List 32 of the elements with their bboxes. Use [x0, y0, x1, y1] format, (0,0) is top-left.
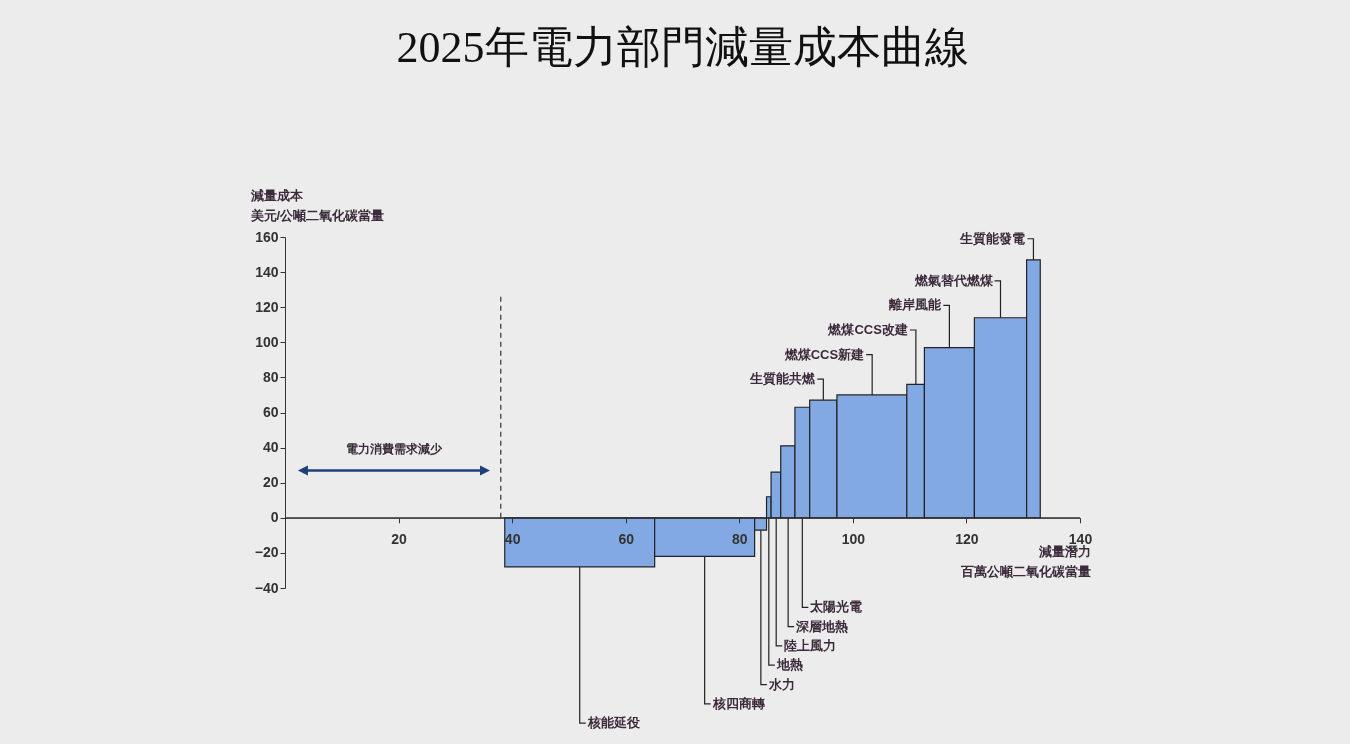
annotation: 太陽光電 [809, 599, 863, 615]
y-tick-label: 40 [262, 439, 279, 456]
annotation: 燃煤CCS改建 [827, 322, 908, 338]
annotation: 水力 [767, 676, 795, 692]
annotation: 地熱 [775, 657, 803, 673]
y-tick-label: 160 [255, 228, 279, 245]
annotation: 離岸風能 [888, 297, 943, 313]
annotation: 生質能共燃 [749, 371, 817, 387]
x-tick-label: 100 [841, 531, 866, 548]
y-tick-label: 140 [255, 263, 279, 280]
y-axis-title: 減量成本美元/公噸二氧化碳當量 [249, 187, 385, 223]
x-tick-label: 20 [391, 531, 408, 548]
y-tick-label: 120 [255, 298, 279, 315]
y-tick-label: 20 [262, 474, 279, 491]
annotation: 燃煤CCS新建 [783, 346, 865, 362]
y-tick-label: 80 [262, 368, 279, 385]
y-tick-label: 60 [262, 404, 279, 420]
x-tick-label: 60 [618, 531, 635, 548]
annotation: 電力消費需求減少 [345, 442, 443, 457]
chart-title: 2025年電力部門減量成本曲線 [396, 23, 969, 72]
annotation: 核四商轉 [711, 695, 765, 711]
y-tick-label: 0 [270, 509, 279, 526]
x-tick-label: 40 [504, 531, 521, 548]
y-tick-label: −20 [254, 544, 279, 561]
y-tick-label: −40 [254, 579, 279, 596]
x-tick-label: 80 [732, 531, 748, 548]
annotation: 生質能發電 [959, 230, 1026, 246]
annotation: 核能延役 [586, 715, 641, 731]
annotation: 燃氣替代燃煤 [913, 272, 994, 288]
annotation: 深層地熱 [795, 618, 849, 634]
y-tick-label: 100 [255, 333, 279, 350]
annotation: 陸上風力 [784, 637, 837, 653]
